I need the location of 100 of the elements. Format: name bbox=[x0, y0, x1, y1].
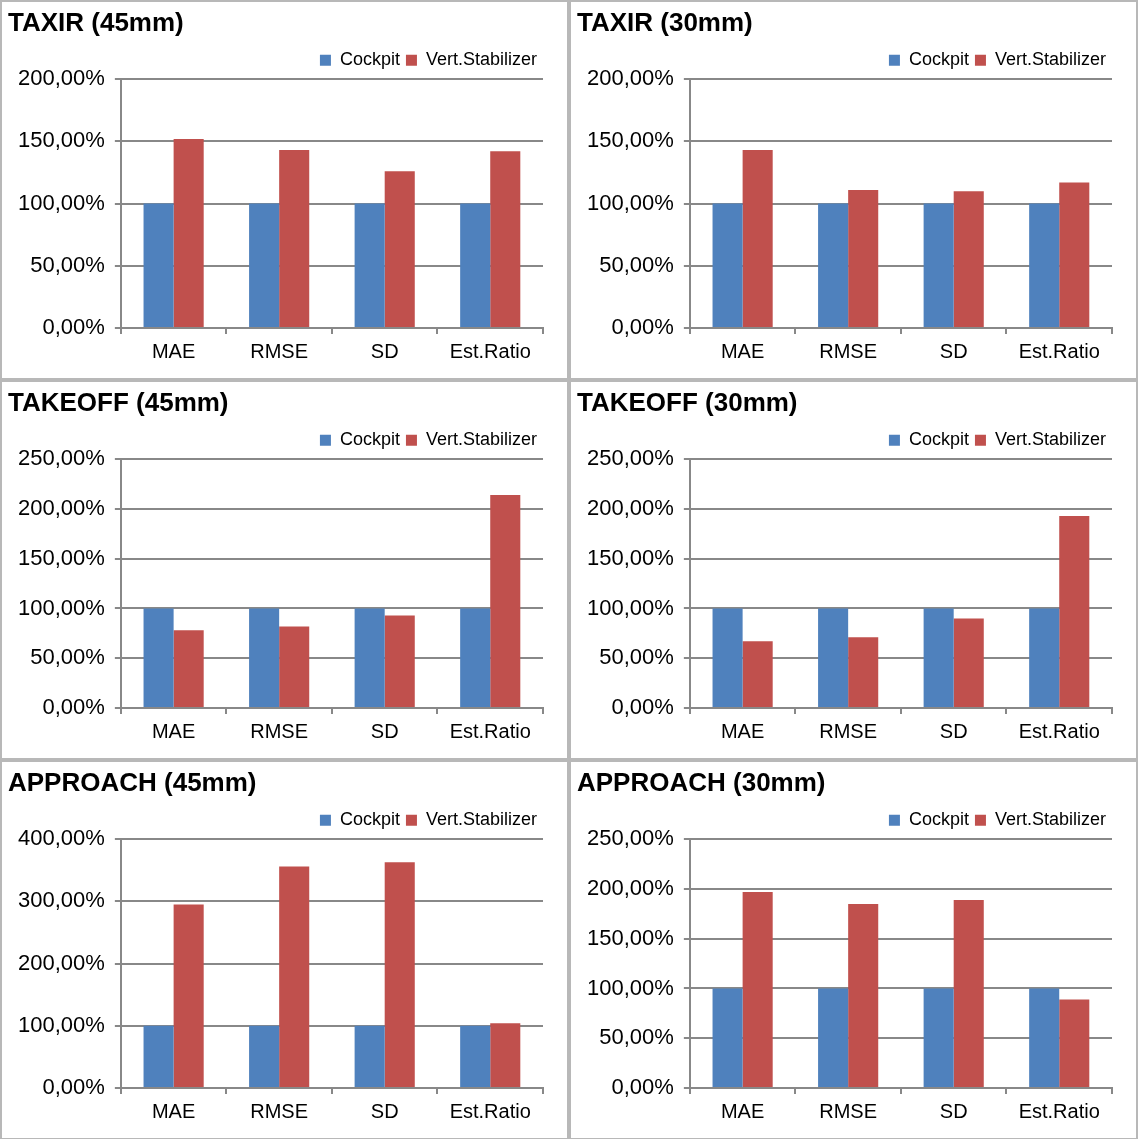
bar bbox=[953, 191, 984, 327]
bar bbox=[279, 866, 310, 1087]
x-tick-label: MAE bbox=[151, 719, 196, 742]
bar bbox=[848, 903, 879, 1087]
x-tick-label: RMSE bbox=[250, 339, 309, 362]
chart-title: APPROACH (30mm) bbox=[577, 766, 826, 797]
y-tick-label: 150,00% bbox=[17, 544, 105, 570]
bar bbox=[173, 904, 204, 1087]
bar bbox=[1029, 988, 1060, 1087]
bar bbox=[742, 891, 773, 1087]
bar bbox=[848, 189, 879, 327]
bar bbox=[923, 203, 954, 327]
bar bbox=[384, 171, 415, 327]
y-tick-label: 50,00% bbox=[599, 1024, 674, 1050]
x-tick-label: MAE bbox=[151, 339, 196, 362]
bar bbox=[143, 203, 174, 327]
y-tick-label: 400,00% bbox=[17, 825, 105, 851]
x-tick-label: RMSE bbox=[819, 719, 878, 742]
bar bbox=[818, 203, 849, 327]
bar bbox=[1029, 608, 1060, 707]
x-tick-label: Est.Ratio bbox=[1018, 1099, 1100, 1122]
bar bbox=[818, 608, 849, 707]
y-tick-label: 100,00% bbox=[17, 1011, 105, 1037]
bar bbox=[173, 138, 204, 327]
x-tick-label: RMSE bbox=[819, 339, 878, 362]
y-tick-label: 0,00% bbox=[42, 694, 105, 720]
chart-title: APPROACH (45mm) bbox=[8, 766, 257, 797]
bar bbox=[490, 495, 521, 707]
x-tick-label: Est.Ratio bbox=[449, 339, 531, 362]
bar bbox=[460, 1025, 491, 1087]
bar bbox=[249, 1025, 280, 1087]
chart-title: TAXIR (30mm) bbox=[577, 6, 753, 37]
y-tick-label: 100,00% bbox=[586, 189, 674, 215]
bar bbox=[279, 150, 310, 327]
y-tick-label: 50,00% bbox=[599, 644, 674, 670]
x-tick-label: MAE bbox=[720, 339, 765, 362]
legend-label: Vert.Stabilizer bbox=[994, 49, 1107, 70]
bar bbox=[173, 630, 204, 707]
x-tick-label: RMSE bbox=[819, 1099, 878, 1122]
bar bbox=[1029, 203, 1060, 327]
y-tick-label: 200,00% bbox=[17, 65, 105, 91]
legend-label: Vert.Stabilizer bbox=[425, 429, 538, 450]
y-tick-label: 200,00% bbox=[17, 949, 105, 975]
x-tick-label: MAE bbox=[151, 1099, 196, 1122]
x-tick-label: RMSE bbox=[250, 719, 309, 742]
bar bbox=[1059, 999, 1090, 1087]
x-tick-label: SD bbox=[939, 1099, 968, 1122]
x-tick-label: SD bbox=[939, 719, 968, 742]
y-tick-label: 0,00% bbox=[42, 314, 105, 340]
bar bbox=[460, 608, 491, 707]
legend-label: Vert.Stabilizer bbox=[994, 429, 1107, 450]
y-tick-label: 0,00% bbox=[611, 694, 674, 720]
bar bbox=[712, 988, 743, 1087]
bar bbox=[354, 1025, 385, 1087]
bar bbox=[354, 608, 385, 707]
x-tick-label: RMSE bbox=[250, 1099, 309, 1122]
x-tick-label: SD bbox=[370, 339, 399, 362]
y-tick-label: 100,00% bbox=[17, 594, 105, 620]
bar bbox=[712, 608, 743, 707]
y-tick-label: 200,00% bbox=[586, 65, 674, 91]
y-tick-label: 150,00% bbox=[586, 127, 674, 153]
bar bbox=[712, 203, 743, 327]
y-tick-label: 0,00% bbox=[611, 1074, 674, 1100]
bar bbox=[249, 203, 280, 327]
x-tick-label: SD bbox=[370, 719, 399, 742]
bar bbox=[354, 203, 385, 327]
y-tick-label: 50,00% bbox=[599, 251, 674, 277]
y-tick-label: 300,00% bbox=[17, 887, 105, 913]
x-tick-label: Est.Ratio bbox=[1018, 719, 1100, 742]
bar bbox=[953, 618, 984, 707]
legend-label: Cockpit bbox=[908, 809, 969, 830]
legend-label: Cockpit bbox=[339, 429, 400, 450]
bar bbox=[923, 988, 954, 1087]
bar bbox=[923, 608, 954, 707]
chart-title: TAXIR (45mm) bbox=[8, 6, 184, 37]
x-tick-label: Est.Ratio bbox=[1018, 339, 1100, 362]
bar bbox=[742, 150, 773, 327]
bar bbox=[384, 862, 415, 1087]
y-tick-label: 250,00% bbox=[586, 825, 674, 851]
bar bbox=[460, 203, 491, 327]
bar bbox=[848, 637, 879, 707]
x-tick-label: SD bbox=[939, 339, 968, 362]
y-tick-label: 50,00% bbox=[30, 644, 105, 670]
bar bbox=[1059, 182, 1090, 327]
y-tick-label: 0,00% bbox=[42, 1074, 105, 1100]
legend-label: Cockpit bbox=[908, 429, 969, 450]
x-tick-label: Est.Ratio bbox=[449, 1099, 531, 1122]
y-tick-label: 100,00% bbox=[586, 974, 674, 1000]
bar bbox=[249, 608, 280, 707]
bar bbox=[742, 641, 773, 707]
y-tick-label: 250,00% bbox=[17, 445, 105, 471]
y-tick-label: 150,00% bbox=[586, 544, 674, 570]
bar bbox=[1059, 515, 1090, 707]
chart-title: TAKEOFF (45mm) bbox=[8, 386, 229, 417]
y-tick-label: 200,00% bbox=[586, 875, 674, 901]
bar bbox=[279, 626, 310, 707]
x-tick-label: Est.Ratio bbox=[449, 719, 531, 742]
y-tick-label: 200,00% bbox=[586, 495, 674, 521]
y-tick-label: 200,00% bbox=[17, 495, 105, 521]
x-tick-label: MAE bbox=[720, 1099, 765, 1122]
